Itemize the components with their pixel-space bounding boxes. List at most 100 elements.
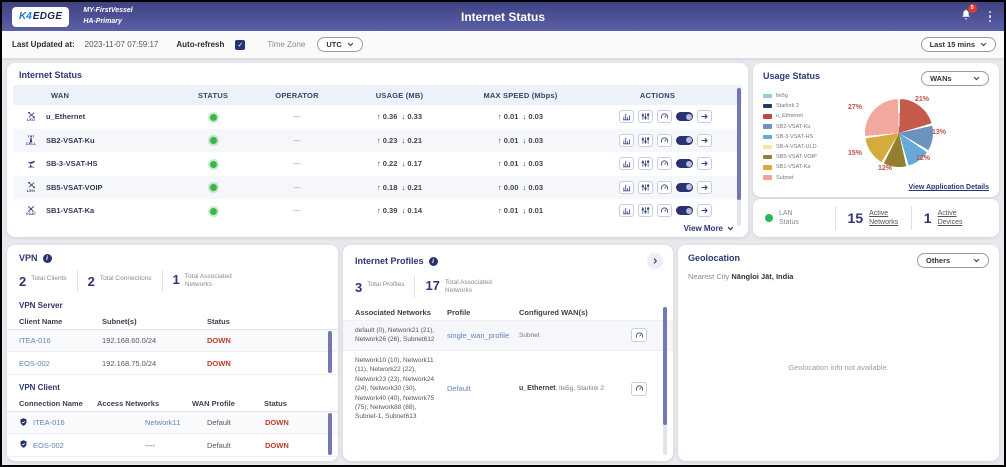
wan-details-button[interactable] xyxy=(697,110,712,123)
wan-row: SB-3-VSAT-HS --- ↑ 0.22 ↓ 0.17 ↑ 0.01 ↓ … xyxy=(13,152,742,176)
pie-percent-label: 21% xyxy=(915,96,929,103)
scrollbar-thumb[interactable] xyxy=(328,413,332,455)
chevron-down-icon xyxy=(727,226,734,231)
wan-name[interactable]: SB-3-VSAT-HS xyxy=(46,159,98,168)
profile-link[interactable]: Default xyxy=(447,384,471,393)
wan-speed-cell: ↑ 0.01 ↓ 0.03 xyxy=(468,159,573,168)
wan-name[interactable]: u_Ethernet xyxy=(46,112,85,121)
wans-select[interactable]: WANs xyxy=(921,71,989,86)
usage-status-title: Usage Status xyxy=(763,71,820,81)
wan-vsat-icon: VSAT xyxy=(23,205,39,217)
legend-swatch xyxy=(763,135,772,140)
view-application-details-link[interactable]: View Application Details xyxy=(908,184,989,191)
app-header: K4 EDGE MY-FirstVessel HA-Primary Intern… xyxy=(2,2,1004,31)
stat-value: 2 xyxy=(19,275,26,288)
profile-link[interactable]: single_wan_profile xyxy=(447,331,509,340)
connection-name-link[interactable]: ITEA-016 xyxy=(33,418,65,427)
configure-button[interactable] xyxy=(638,157,653,170)
geolocation-select[interactable]: Others xyxy=(917,253,989,268)
wan-name[interactable]: SB5-VSAT-VOIP xyxy=(46,183,103,192)
speed-test-button[interactable] xyxy=(657,134,672,147)
usage-chart-button[interactable] xyxy=(619,204,634,217)
connection-name-link[interactable]: EOS-002 xyxy=(33,441,64,450)
legend-swatch xyxy=(763,175,772,180)
usage-chart-button[interactable] xyxy=(619,134,634,147)
speed-test-button[interactable] xyxy=(657,181,672,194)
info-icon[interactable]: i xyxy=(43,254,52,263)
toolbar: Last Updated at: 2023-11-07 07:59:17 Aut… xyxy=(2,31,1004,59)
logo-k4-text: K4 xyxy=(19,11,32,22)
configured-wans-cell: Subnet xyxy=(519,326,631,345)
wan-row: VSAT SB1-VSAT-Ka --- ↑ 0.39 ↓ 0.14 ↑ 0.0… xyxy=(13,199,742,223)
usage-chart-button[interactable] xyxy=(619,110,634,123)
configure-button[interactable] xyxy=(638,204,653,217)
active-devices-link[interactable]: Active Devices xyxy=(938,209,974,228)
configure-button[interactable] xyxy=(638,134,653,147)
wan-enable-toggle[interactable] xyxy=(676,183,693,192)
legend-item: SB2-VSAT-Ku xyxy=(763,124,817,130)
wan-details-button[interactable] xyxy=(697,204,712,217)
configure-button[interactable] xyxy=(638,110,653,123)
nearest-city-value: Nāngloi Jāt, India xyxy=(731,272,793,281)
wan-enable-toggle[interactable] xyxy=(676,206,693,215)
vpn-client-row: EOS-002 ---- Default DOWN xyxy=(7,434,338,457)
scrollbar-thumb[interactable] xyxy=(663,307,667,425)
client-name-link[interactable]: EOS-002 xyxy=(7,359,102,368)
wan-cell-icon: CELL xyxy=(23,134,39,147)
wan-details-button[interactable] xyxy=(697,134,712,147)
app-logo[interactable]: K4 EDGE xyxy=(12,7,69,27)
vpn-client-title: VPN Client xyxy=(7,375,338,395)
usage-chart-button[interactable] xyxy=(619,181,634,194)
time-zone-value: UTC xyxy=(326,40,341,49)
wan-details-button[interactable] xyxy=(697,157,712,170)
speed-test-button[interactable] xyxy=(657,204,672,217)
view-more-link[interactable]: View More xyxy=(684,224,734,233)
speed-test-button[interactable] xyxy=(631,382,647,396)
status-down-badge: DOWN xyxy=(207,359,338,368)
legend-label: Subnet xyxy=(776,175,793,181)
stat-divider xyxy=(414,276,415,298)
lan-status-label: LAN Status xyxy=(779,209,809,227)
access-networks-value[interactable]: Network11 xyxy=(145,418,207,427)
time-zone-select[interactable]: UTC xyxy=(317,37,362,52)
wan-name[interactable]: SB2-VSAT-Ku xyxy=(46,136,95,145)
usage-chart-button[interactable] xyxy=(619,157,634,170)
scrollbar-thumb[interactable] xyxy=(737,88,741,200)
kebab-menu-button[interactable] xyxy=(986,10,994,23)
speed-test-button[interactable] xyxy=(631,328,647,342)
configure-button[interactable] xyxy=(638,181,653,194)
info-icon[interactable]: i xyxy=(429,257,438,266)
wan-details-button[interactable] xyxy=(697,181,712,194)
wan-enable-toggle[interactable] xyxy=(676,112,693,121)
client-name-link[interactable]: ITEA-016 xyxy=(7,336,102,345)
wan-status-cell xyxy=(163,178,263,196)
wans-select-value: WANs xyxy=(930,74,968,83)
expand-panel-button[interactable] xyxy=(647,253,663,269)
active-networks-link[interactable]: Active Networks xyxy=(869,209,905,228)
speed-test-button[interactable] xyxy=(657,110,672,123)
status-up-dot xyxy=(210,161,217,168)
profile-row: Network10 (10), Network11 (11), Network2… xyxy=(343,350,673,427)
wan-enable-toggle[interactable] xyxy=(676,159,693,168)
wan-enable-toggle[interactable] xyxy=(676,136,693,145)
wan-name[interactable]: SB1-VSAT-Ka xyxy=(46,206,94,215)
auto-refresh-checkbox[interactable]: ✓ xyxy=(235,40,245,50)
wan-status-cell xyxy=(163,202,263,220)
time-range-value: Last 15 mins xyxy=(930,40,975,49)
wan-operator-cell: --- xyxy=(263,136,331,145)
legend-label: SB1-VSAT-Ka xyxy=(776,164,810,170)
internet-status-header-row: WANSTATUSOPERATORUSAGE (MB)MAX SPEED (Mb… xyxy=(13,85,742,105)
time-range-select[interactable]: Last 15 mins xyxy=(921,37,996,52)
notifications-button[interactable]: 5 xyxy=(960,8,972,26)
associated-networks-cell: Network10 (10), Network11 (11), Network2… xyxy=(343,356,447,422)
lan-status-bar: LAN Status 15 Active Networks 1 Active D… xyxy=(753,199,999,237)
stat-value: 3 xyxy=(355,281,362,294)
wan-actions-cell xyxy=(573,204,742,217)
scrollbar-thumb[interactable] xyxy=(328,331,332,373)
wan-name-cell: SB-3-VSAT-HS xyxy=(13,159,163,169)
shield-icon xyxy=(19,436,28,454)
wan-speed-cell: ↑ 0.01 ↓ 0.03 xyxy=(468,136,573,145)
wan-leo-icon: LEO xyxy=(23,111,39,123)
active-devices-count: 1 xyxy=(924,210,932,226)
speed-test-button[interactable] xyxy=(657,157,672,170)
